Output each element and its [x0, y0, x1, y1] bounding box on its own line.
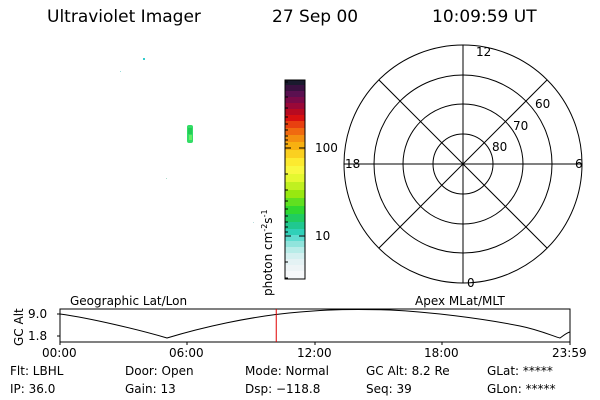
timeline-right-label: Apex MLat/MLT	[415, 294, 505, 308]
colorbar-tick-10: 10	[315, 229, 331, 243]
orbit-timeline	[57, 308, 571, 345]
instrument-title: Ultraviolet Imager	[47, 7, 201, 27]
timeline-x-tick-0000: 00:00	[42, 346, 77, 360]
color-scale-bar	[284, 79, 306, 280]
info-seq: Seq: 39	[366, 382, 412, 396]
info-mode: Mode: Normal	[245, 364, 329, 378]
colorbar-axis-label: photon cm-2s-1	[260, 209, 275, 296]
uv-image	[120, 58, 254, 223]
info-gc-alt: GC Alt: 8.2 Re	[366, 364, 450, 378]
observation-date: 27 Sep 00	[272, 7, 359, 27]
colorbar-tick-100: 100	[315, 141, 338, 155]
timeline-y-tick-top: 9.0	[28, 307, 48, 321]
timeline-y-tick-bottom: 1.8	[28, 329, 48, 343]
timeline-left-label: Geographic Lat/Lon	[70, 294, 188, 308]
timeline-x-tick-1200: 12:00	[297, 346, 332, 360]
info-ip: IP: 36.0	[10, 382, 56, 396]
timeline-y-title: GC Alt	[12, 308, 26, 346]
timeline-x-tick-2359: 23:59	[552, 346, 587, 360]
info-filter: Flt: LBHL	[10, 364, 64, 378]
mlt-label-6: 6	[575, 157, 583, 171]
lat-label-70: 70	[513, 119, 529, 133]
info-glat: GLat: *****	[487, 364, 553, 378]
info-dsp: Dsp: −118.8	[245, 382, 321, 396]
polar-grid	[343, 44, 583, 284]
info-glon: GLon: *****	[487, 382, 556, 396]
info-gain: Gain: 13	[125, 382, 176, 396]
lat-label-80: 80	[492, 140, 508, 154]
observation-time: 10:09:59 UT	[432, 7, 537, 27]
timeline-x-tick-0600: 06:00	[169, 346, 204, 360]
mlt-label-18: 18	[345, 157, 361, 171]
info-door: Door: Open	[125, 364, 194, 378]
mlt-label-0: 0	[467, 276, 475, 290]
mlt-label-12: 12	[476, 45, 492, 59]
timeline-x-tick-1800: 18:00	[424, 346, 459, 360]
lat-label-60: 60	[535, 97, 551, 111]
